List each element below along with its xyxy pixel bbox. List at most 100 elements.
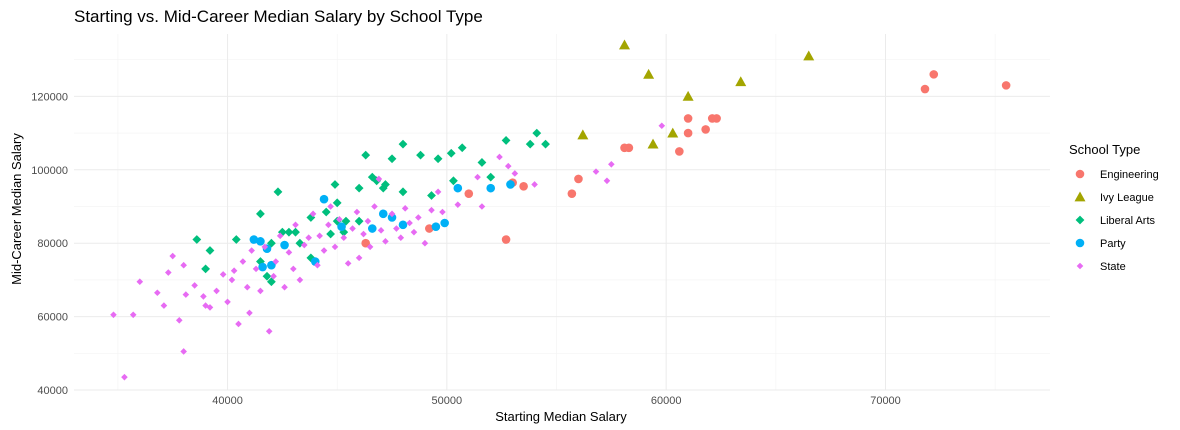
data-point xyxy=(257,287,264,295)
data-point xyxy=(592,168,600,175)
data-point xyxy=(496,153,503,161)
data-point xyxy=(454,201,462,208)
data-point xyxy=(453,183,463,193)
data-point xyxy=(296,276,304,284)
data-point xyxy=(371,203,378,210)
data-point xyxy=(425,224,434,233)
data-points xyxy=(110,39,1011,381)
data-point xyxy=(683,128,693,138)
data-point xyxy=(261,243,269,251)
data-point xyxy=(378,209,388,219)
series-engineering xyxy=(361,70,1011,248)
data-point xyxy=(431,222,441,231)
data-point xyxy=(180,261,187,269)
data-point xyxy=(477,158,487,167)
data-point xyxy=(427,191,436,200)
data-point xyxy=(354,183,364,193)
data-point xyxy=(246,309,253,317)
data-point xyxy=(266,277,276,287)
legend-item: Engineering xyxy=(1075,169,1159,181)
legend-item: Liberal Arts xyxy=(1075,215,1156,227)
data-point xyxy=(608,160,615,168)
data-point xyxy=(525,139,535,149)
legend-key xyxy=(1075,215,1085,225)
data-point xyxy=(428,206,435,214)
data-point xyxy=(531,181,538,188)
data-point xyxy=(175,316,183,324)
legend-key xyxy=(1075,238,1085,248)
data-point xyxy=(205,246,215,255)
data-point xyxy=(360,230,367,238)
legend-label: Liberal Arts xyxy=(1100,215,1156,227)
data-point xyxy=(325,221,332,229)
data-point xyxy=(262,271,272,281)
series-party xyxy=(249,180,515,272)
data-point xyxy=(258,262,267,272)
data-point xyxy=(300,241,308,249)
data-point xyxy=(320,247,328,254)
data-point xyxy=(228,276,236,284)
chart-title: Starting vs. Mid-Career Median Salary by… xyxy=(74,7,483,26)
data-point xyxy=(129,311,137,319)
data-point xyxy=(532,128,542,138)
legend-label: State xyxy=(1100,261,1126,273)
data-point xyxy=(707,114,717,123)
data-point xyxy=(305,234,312,241)
x-tick-label: 60000 xyxy=(651,395,682,407)
legend-label: Ivy League xyxy=(1100,192,1154,204)
data-point xyxy=(388,210,396,218)
data-point xyxy=(344,260,352,267)
data-point xyxy=(316,232,323,240)
data-point xyxy=(273,187,283,197)
data-point xyxy=(433,154,443,164)
data-point xyxy=(401,205,409,212)
series-ivy-league xyxy=(577,39,815,149)
data-point xyxy=(415,214,422,221)
x-axis-title: Starting Median Salary xyxy=(495,409,627,424)
data-point xyxy=(574,174,583,184)
data-point xyxy=(314,261,321,269)
data-point xyxy=(501,235,511,244)
data-point xyxy=(256,209,265,219)
data-point xyxy=(486,172,496,182)
data-point xyxy=(361,238,371,248)
data-point xyxy=(439,208,446,216)
data-point xyxy=(276,232,284,240)
data-point xyxy=(620,143,629,153)
data-point xyxy=(378,183,388,193)
data-point xyxy=(291,227,300,237)
data-point xyxy=(231,235,241,244)
data-point xyxy=(281,283,288,291)
data-point xyxy=(567,189,577,198)
data-point xyxy=(355,254,363,262)
y-axis-title: Mid-Career Median Salary xyxy=(9,133,24,285)
data-point xyxy=(321,207,331,217)
data-point xyxy=(332,198,342,208)
data-point xyxy=(182,291,190,298)
data-point xyxy=(381,180,390,189)
y-tick-label: 100000 xyxy=(31,165,68,177)
data-point xyxy=(406,219,413,227)
data-point xyxy=(341,216,351,226)
data-point xyxy=(375,175,383,183)
data-point xyxy=(267,260,276,270)
data-point xyxy=(701,125,710,134)
series-liberal-arts xyxy=(192,128,550,287)
data-point xyxy=(272,258,280,265)
data-point xyxy=(280,240,289,250)
data-point xyxy=(920,84,930,94)
data-point xyxy=(393,225,400,232)
x-tick-label: 40000 xyxy=(212,395,243,407)
data-point xyxy=(154,289,161,297)
data-point xyxy=(256,237,265,246)
x-tick-label: 50000 xyxy=(432,395,463,407)
data-point xyxy=(387,154,397,164)
data-point xyxy=(319,194,329,204)
data-point xyxy=(169,252,176,260)
data-point xyxy=(457,143,467,153)
data-point xyxy=(464,189,474,198)
y-tick-label: 60000 xyxy=(37,312,68,324)
data-point xyxy=(478,203,486,210)
data-point xyxy=(270,272,277,280)
